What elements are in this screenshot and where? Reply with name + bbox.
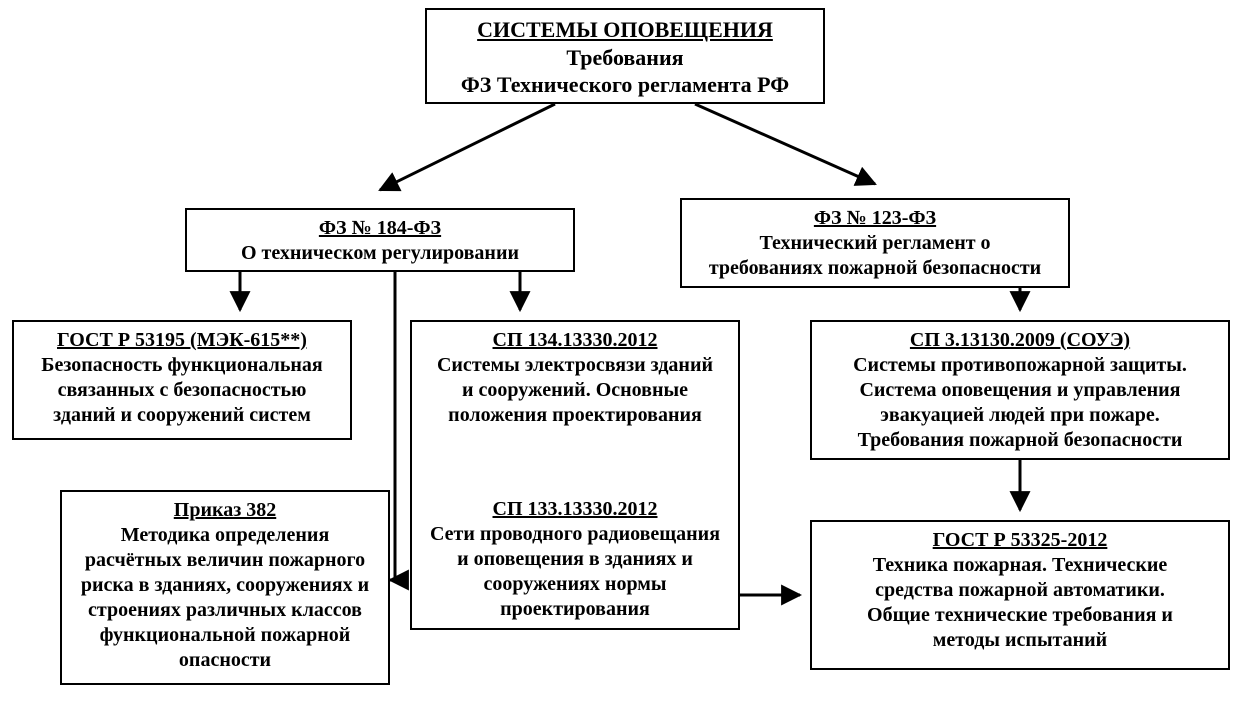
- node-line: Требования: [435, 44, 815, 72]
- node-title: ГОСТ Р 53325-2012: [820, 528, 1220, 553]
- node-title: Приказ 382: [70, 498, 380, 523]
- node-line: Техника пожарная. Технические: [820, 553, 1220, 578]
- node-line: функциональной пожарной: [70, 623, 380, 648]
- node-title: ФЗ № 123-ФЗ: [690, 206, 1060, 231]
- flowchart-canvas: СИСТЕМЫ ОПОВЕЩЕНИЯТребованияФЗ Техническ…: [0, 0, 1246, 728]
- node-line: расчётных величин пожарного: [70, 548, 380, 573]
- node-sp3: СП 3.13130.2009 (СОУЭ)Системы противопож…: [810, 320, 1230, 460]
- node-title: СИСТЕМЫ ОПОВЕЩЕНИЯ: [435, 16, 815, 44]
- node-line: требованиях пожарной безопасности: [690, 256, 1060, 281]
- node-line: и сооружений. Основные: [420, 378, 730, 403]
- node-line: Требования пожарной безопасности: [820, 428, 1220, 453]
- node-line: положения проектирования: [420, 403, 730, 428]
- node-line: Сети проводного радиовещания: [420, 522, 730, 547]
- node-title: ФЗ № 184-ФЗ: [195, 216, 565, 241]
- node-line: и оповещения в зданиях и: [420, 547, 730, 572]
- node-line: Технический регламент о: [690, 231, 1060, 256]
- node-sp134_133: СП 134.13330.2012Системы электросвязи зд…: [410, 320, 740, 630]
- edge-root-to-fz123: [695, 104, 875, 184]
- node-line: Общие технические требования и: [820, 603, 1220, 628]
- node-prikaz382: Приказ 382Методика определениярасчётных …: [60, 490, 390, 685]
- node-gost53325: ГОСТ Р 53325-2012Техника пожарная. Техни…: [810, 520, 1230, 670]
- node-title: СП 3.13130.2009 (СОУЭ): [820, 328, 1220, 353]
- node-line: связанных с безопасностью: [22, 378, 342, 403]
- node-sp134_133-segment-1: СП 133.13330.2012Сети проводного радиове…: [420, 497, 730, 622]
- node-title: ГОСТ Р 53195 (МЭК-615**): [22, 328, 342, 353]
- node-line: сооружениях нормы: [420, 572, 730, 597]
- edge-root-to-fz184: [380, 104, 555, 190]
- node-gost53195: ГОСТ Р 53195 (МЭК-615**)Безопасность фун…: [12, 320, 352, 440]
- node-line: Безопасность функциональная: [22, 353, 342, 378]
- node-line: риска в зданиях, сооружениях и: [70, 573, 380, 598]
- node-line: Системы противопожарной защиты.: [820, 353, 1220, 378]
- node-title: СП 134.13330.2012: [420, 328, 730, 353]
- node-line: Системы электросвязи зданий: [420, 353, 730, 378]
- node-line: опасности: [70, 648, 380, 673]
- node-line: ФЗ Технического регламента РФ: [435, 71, 815, 99]
- node-line: проектирования: [420, 597, 730, 622]
- node-line: Методика определения: [70, 523, 380, 548]
- node-line: средства пожарной автоматики.: [820, 578, 1220, 603]
- node-line: строениях различных классов: [70, 598, 380, 623]
- node-fz184: ФЗ № 184-ФЗО техническом регулировании: [185, 208, 575, 272]
- node-fz123: ФЗ № 123-ФЗТехнический регламент отребов…: [680, 198, 1070, 288]
- node-title: СП 133.13330.2012: [420, 497, 730, 522]
- node-line: О техническом регулировании: [195, 241, 565, 266]
- edge-fz184-to-prikaz382: [390, 272, 395, 580]
- node-sp134_133-segment-0: СП 134.13330.2012Системы электросвязи зд…: [420, 328, 730, 428]
- node-root: СИСТЕМЫ ОПОВЕЩЕНИЯТребованияФЗ Техническ…: [425, 8, 825, 104]
- node-line: зданий и сооружений систем: [22, 403, 342, 428]
- node-line: методы испытаний: [820, 628, 1220, 653]
- node-line: эвакуацией людей при пожаре.: [820, 403, 1220, 428]
- node-line: Система оповещения и управления: [820, 378, 1220, 403]
